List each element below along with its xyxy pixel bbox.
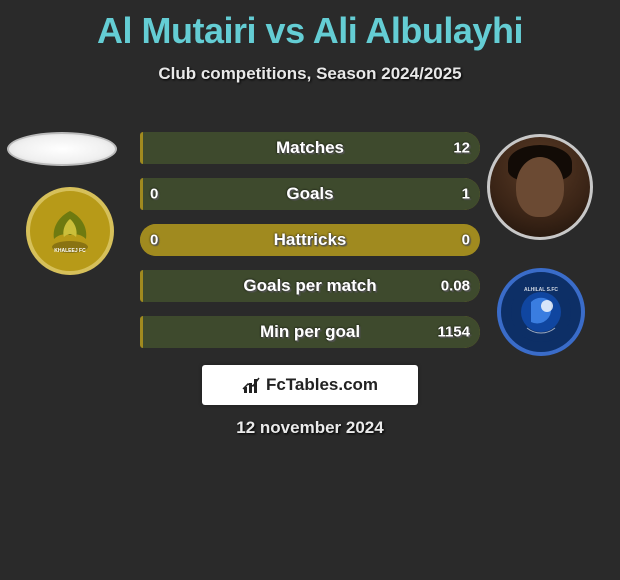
brand-text: FcTables.com (266, 375, 378, 395)
club-crest-icon: ALHILAL S.FC (501, 272, 581, 352)
date-text: 12 november 2024 (0, 418, 620, 438)
svg-text:ALHILAL S.FC: ALHILAL S.FC (524, 287, 558, 293)
stat-value-right: 0.08 (441, 278, 470, 295)
left-club-badge: KHALEEJ FC (26, 187, 114, 275)
page-title: Al Mutairi vs Ali Albulayhi (0, 10, 620, 52)
stat-label: Hattricks (274, 230, 347, 250)
stat-value-right: 12 (453, 140, 470, 157)
stat-row: 0 Hattricks 0 (140, 224, 480, 256)
eagle-icon: KHALEEJ FC (30, 191, 110, 271)
stat-value-left: 0 (150, 186, 158, 203)
player-photo (490, 137, 590, 237)
svg-text:KHALEEJ FC: KHALEEJ FC (54, 248, 86, 254)
stat-label: Matches (276, 138, 344, 158)
stat-row: Goals per match 0.08 (140, 270, 480, 302)
subtitle: Club competitions, Season 2024/2025 (0, 64, 620, 84)
stat-value-right: 1154 (437, 324, 470, 341)
right-club-badge: ALHILAL S.FC (497, 268, 585, 356)
stat-value-left: 0 (150, 232, 158, 249)
left-player-avatar-placeholder (7, 132, 117, 166)
right-player-avatar (487, 134, 593, 240)
stat-value-right: 1 (462, 186, 470, 203)
stat-label: Min per goal (260, 322, 360, 342)
stat-value-right: 0 (462, 232, 470, 249)
brand-box: FcTables.com (202, 365, 418, 405)
stat-label: Goals per match (243, 276, 376, 296)
stat-label: Goals (286, 184, 333, 204)
comparison-infographic: Al Mutairi vs Ali Albulayhi Club competi… (0, 10, 620, 580)
stat-row: Min per goal 1154 (140, 316, 480, 348)
stat-row: 0 Goals 1 (140, 178, 480, 210)
stats-rows: Matches 12 0 Goals 1 0 Hattricks 0 Goals per mat… (140, 132, 480, 362)
stat-row: Matches 12 (140, 132, 480, 164)
bar-chart-icon (242, 375, 262, 395)
